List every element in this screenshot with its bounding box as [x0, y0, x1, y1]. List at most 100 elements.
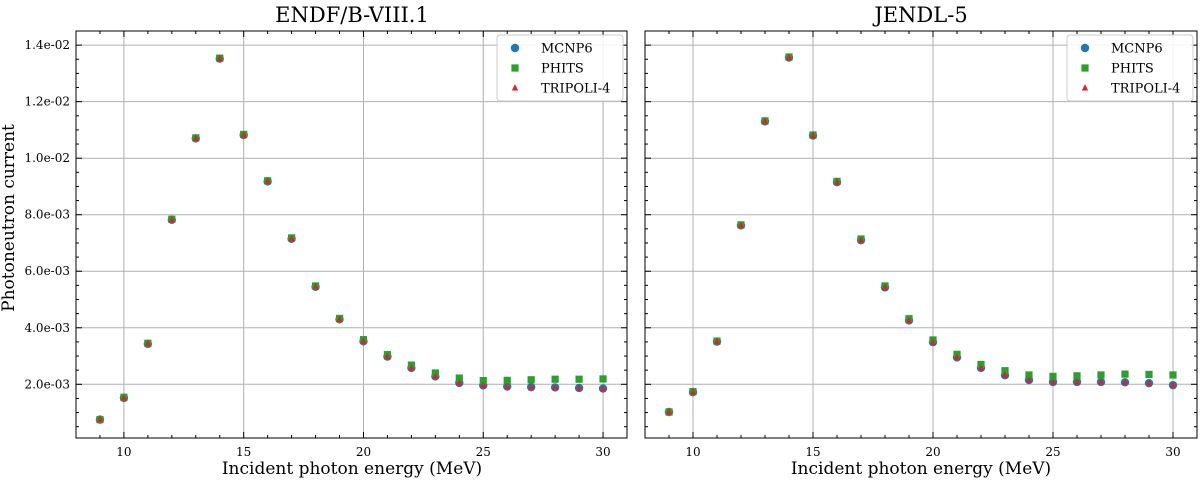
- legend-marker-mcnp6: [1080, 43, 1090, 53]
- x-tick-label: 30: [1165, 445, 1180, 459]
- data-point: [456, 379, 463, 386]
- data-point: [1073, 378, 1081, 385]
- data-point: [216, 54, 223, 62]
- data-point: [1121, 370, 1129, 378]
- data-point: [905, 316, 913, 323]
- data-point: [120, 394, 128, 401]
- legend-label: PHITS: [541, 62, 584, 77]
- data-point: [599, 384, 607, 392]
- data-point: [503, 376, 511, 384]
- legend-box: [496, 34, 624, 102]
- legend-marker-phits: [1081, 64, 1089, 72]
- x-tick-label: 15: [236, 445, 251, 459]
- data-point: [1049, 372, 1057, 380]
- data-point: [551, 375, 559, 383]
- data-point: [1145, 379, 1153, 386]
- data-point: [144, 339, 152, 347]
- data-point: [689, 388, 697, 395]
- panel-title-jendl: JENDL-5: [872, 3, 967, 27]
- legend-marker-phits: [511, 64, 519, 72]
- y-tick-label: 1.4e-02: [24, 38, 70, 52]
- data-point: [96, 415, 104, 423]
- data-point: [713, 337, 721, 345]
- data-point: [1001, 371, 1009, 378]
- data-point: [479, 377, 487, 385]
- data-point: [312, 282, 319, 290]
- series-phits: [665, 53, 1177, 416]
- axes-frame: [644, 30, 1198, 439]
- y-tick-label: 4.0e-03: [24, 321, 70, 335]
- x-tick-label: 20: [925, 445, 940, 459]
- y-tick-label: 2.0e-03: [24, 377, 70, 391]
- data-point: [857, 236, 865, 243]
- x-axis-label-jendl: Incident photon energy (MeV): [791, 459, 1051, 479]
- legend-marker-tripoli-4: [1081, 84, 1089, 91]
- data-point: [384, 352, 391, 360]
- legend: MCNP6 PHITS TRIPOLI-4: [1066, 34, 1194, 102]
- data-point: [977, 364, 985, 371]
- data-point: [785, 53, 793, 61]
- x-tick-label: 10: [116, 445, 131, 459]
- panel-title-endf: ENDF/B-VIII.1: [275, 3, 429, 27]
- data-point: [1001, 367, 1009, 375]
- data-point: [240, 131, 247, 138]
- data-point: [1025, 371, 1033, 379]
- data-point: [408, 364, 415, 371]
- series-phits: [96, 54, 607, 424]
- data-point: [1049, 378, 1057, 385]
- data-point: [1097, 371, 1105, 379]
- data-point: [432, 372, 439, 379]
- series-tripoli-4: [96, 54, 607, 423]
- legend-marker-tripoli-4: [511, 84, 519, 91]
- axes-frame: [75, 30, 628, 439]
- data-point: [288, 234, 295, 242]
- series-tripoli-4: [665, 53, 1177, 415]
- data-point: [1025, 376, 1033, 383]
- data-point: [336, 315, 343, 322]
- legend-label: TRIPOLI-4: [541, 82, 610, 97]
- x-tick-label: 25: [476, 445, 491, 459]
- data-point: [527, 383, 535, 390]
- panel-jendl: JENDL-5 10 15 20 25 30 MCNP6 PHITS TRIPOLI-4 In…: [644, 3, 1198, 479]
- legend: MCNP6 PHITS TRIPOLI-4: [496, 34, 624, 102]
- data-point: [360, 337, 367, 344]
- data-point: [881, 283, 889, 290]
- data-point: [833, 178, 841, 185]
- x-tick-label: 10: [685, 445, 700, 459]
- legend-label: PHITS: [1111, 62, 1154, 77]
- legend-marker-mcnp6: [510, 43, 520, 53]
- data-point: [527, 376, 535, 384]
- y-tick-label: 8.0e-03: [24, 208, 70, 222]
- data-point: [665, 408, 673, 415]
- x-tick-label: 20: [356, 445, 371, 459]
- data-point: [264, 177, 271, 184]
- data-point: [761, 117, 769, 125]
- data-point: [1097, 378, 1105, 385]
- data-point: [455, 374, 463, 382]
- data-point: [1145, 370, 1153, 379]
- data-point: [480, 381, 487, 388]
- data-point: [575, 384, 583, 391]
- series-mcnp6: [95, 54, 608, 424]
- plot-area-jendl: 10 15 20 25 30 MCNP6 PHITS TRIPOLI-4: [644, 30, 1198, 459]
- data-point: [737, 221, 745, 229]
- plot-area-endf: 10 15 20 25 30 2.0e-03 4.0e-03 6.0e-03 8.0e-03 1.…: [24, 30, 628, 459]
- panel-endf: ENDF/B-VIII.1 10 15 20 25 30 2.0e-03 4.0e-03 6.…: [24, 3, 628, 479]
- data-point: [168, 215, 176, 223]
- data-point: [1121, 378, 1129, 385]
- data-point: [504, 382, 511, 390]
- legend-label: MCNP6: [541, 42, 593, 57]
- x-axis-label-endf: Incident photon energy (MeV): [222, 459, 482, 479]
- data-point: [1169, 381, 1177, 388]
- y-tick-label: 6.0e-03: [24, 264, 70, 278]
- legend-label: TRIPOLI-4: [1111, 82, 1180, 97]
- data-point: [599, 375, 607, 383]
- data-point: [929, 338, 937, 345]
- series-mcnp6: [664, 53, 1178, 417]
- data-point: [1169, 371, 1177, 379]
- legend-box: [1066, 34, 1194, 102]
- data-point: [953, 353, 961, 361]
- data-point: [192, 134, 199, 141]
- x-tick-label: 15: [805, 445, 820, 459]
